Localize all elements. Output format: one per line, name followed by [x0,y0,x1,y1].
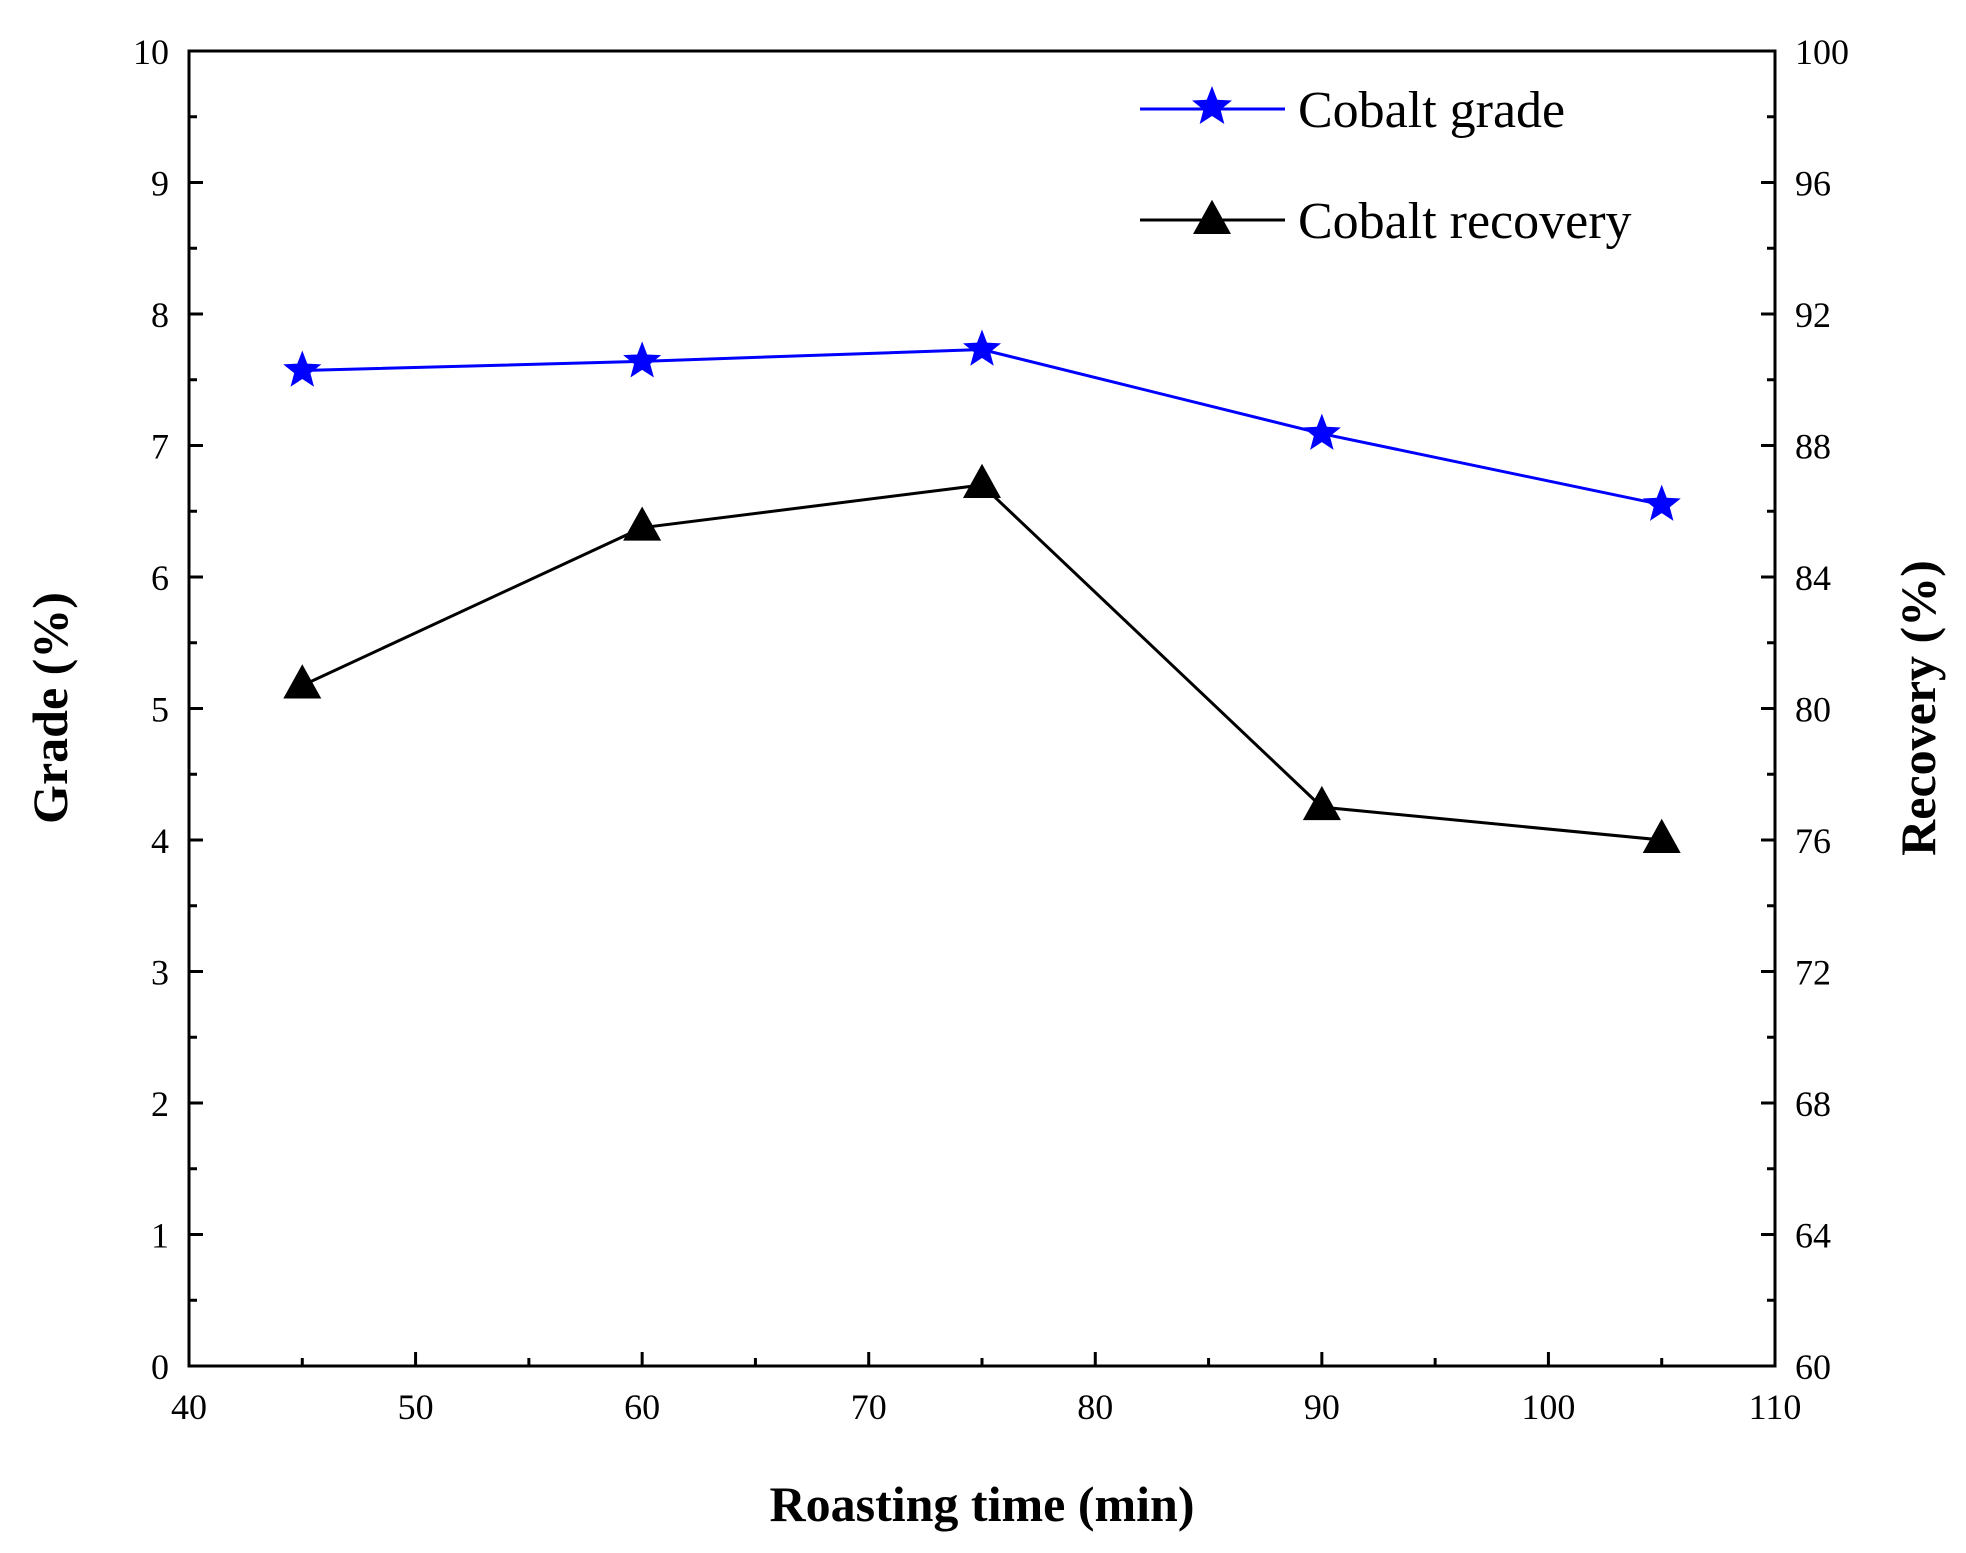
y-right-tick-label: 100 [1795,32,1849,72]
series-1-point [1302,785,1341,821]
series-0-point [962,329,1002,366]
legend-recovery-label: Cobalt recovery [1298,193,1632,250]
y-right-tick-label: 80 [1795,690,1831,730]
series-line-1 [301,483,1662,842]
y-left-tick-label: 9 [151,164,169,204]
x-tick-label: 90 [1304,1387,1340,1427]
series-0-point [1642,484,1681,521]
legend: Cobalt grade Cobalt recovery [1140,82,1632,250]
y-right-tick-label: 68 [1795,1084,1831,1124]
series-1-point [1642,818,1681,853]
series-0-point [623,341,662,378]
y-axis-left-title: Grade (%) [22,592,78,824]
series-1-point [623,506,662,541]
x-tick-label: 100 [1521,1387,1575,1427]
series-0-point [1302,413,1341,450]
y-right-tick-label: 84 [1795,558,1831,598]
y-left-tick-label: 8 [151,295,169,335]
y-left-tick-label: 2 [151,1084,169,1124]
y-left-tick-label: 0 [151,1347,169,1387]
y-right-tick-label: 64 [1795,1216,1831,1256]
series-1-point [283,664,322,699]
ticks: 40 50 60 70 80 90 100 110 0 1 2 3 4 5 6 7 8 9 10 60 64 68 72 76… [133,32,1849,1427]
series-1-point [963,463,1001,498]
y-right-tick-label: 88 [1795,427,1831,467]
y-left-tick-label: 5 [151,690,169,730]
x-axis-title: Roasting time (min) [770,1476,1195,1532]
y-left-tick-label: 4 [151,821,169,861]
y-left-tick-label: 10 [133,32,169,72]
x-tick-label: 60 [624,1387,660,1427]
y-right-tick-label: 72 [1795,953,1831,993]
y-axis-right-title: Recovery (%) [1890,560,1946,856]
x-tick-label: 70 [851,1387,887,1427]
legend-recovery-triangle-icon [1193,199,1231,234]
series-layer [283,329,1681,853]
x-tick-label: 80 [1077,1387,1113,1427]
x-tick-label: 40 [171,1387,207,1427]
series-0-point [283,350,322,387]
y-left-tick-label: 7 [151,427,169,467]
x-tick-label: 110 [1749,1387,1802,1427]
legend-grade-label: Cobalt grade [1298,82,1565,139]
y-left-tick-label: 1 [151,1216,169,1256]
y-right-tick-label: 76 [1795,821,1831,861]
x-tick-label: 50 [398,1387,434,1427]
legend-grade-star-icon [1192,86,1232,124]
y-right-tick-label: 60 [1795,1347,1831,1387]
y-right-tick-label: 96 [1795,164,1831,204]
y-left-tick-label: 6 [151,558,169,598]
y-left-tick-label: 3 [151,953,169,993]
y-right-tick-label: 92 [1795,295,1831,335]
